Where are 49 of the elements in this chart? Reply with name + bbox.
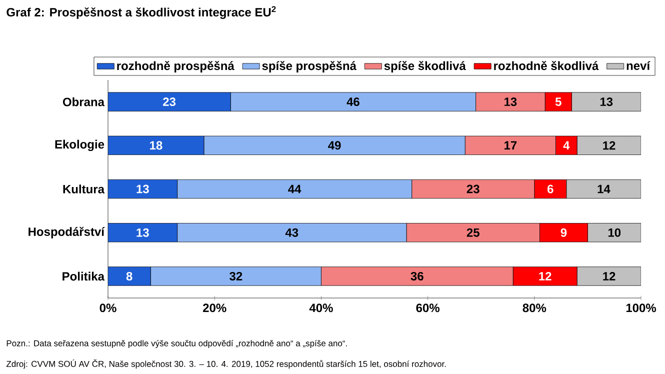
- data-label: 49: [328, 141, 341, 150]
- data-label: 12: [539, 272, 552, 280]
- chart-title: Graf 2: Prospěšnost a škodlivost integrace EU$^{2}$: [6, 6, 276, 19]
- data-label: 44: [288, 184, 302, 194]
- data-label: 23: [466, 184, 480, 194]
- x-tick-label: 80%: [522, 304, 546, 312]
- data-label: 13: [600, 98, 613, 106]
- data-label: 36: [410, 272, 424, 280]
- bar: [108, 223, 178, 242]
- y-tick-label: Kultura: [63, 184, 105, 194]
- legend-label: neví: [626, 61, 650, 70]
- data-label: 13: [504, 98, 517, 106]
- data-label: 10: [608, 228, 621, 237]
- data-label: 12: [603, 141, 616, 150]
- x-tick-label: 60%: [416, 304, 440, 312]
- data-label: 6: [547, 184, 554, 194]
- data-label: 46: [346, 98, 360, 106]
- data-label: 14: [598, 184, 610, 194]
- y-tick-label: Politika: [62, 272, 105, 281]
- legend-label: rozhodně škodlivá: [494, 61, 599, 70]
- data-label: 43: [285, 228, 298, 237]
- bar: [108, 92, 231, 112]
- data-label: 12: [603, 272, 616, 280]
- data-label: 4: [563, 141, 570, 150]
- x-tick-label: 40%: [309, 304, 333, 312]
- text: Zdroj: CVVM SOÚ AV ČR, Naše společnost 30. 3. – 10. 4. 2019, 1052 respondentů starších 15 let, osobní rozhovor.: [6, 359, 446, 369]
- x-tick-label: 0%: [100, 304, 116, 312]
- data-label: 13: [136, 184, 149, 194]
- data-label: 25: [466, 228, 480, 237]
- x-tick-label: 20%: [203, 304, 226, 312]
- data-label: 9: [560, 228, 567, 237]
- x-tick-label: 100%: [626, 304, 656, 312]
- bar: [108, 136, 204, 155]
- y-tick-label: Hospodářství: [28, 226, 105, 238]
- legend-label: rozhodně prospěšná: [117, 61, 234, 72]
- data-label: 13: [136, 228, 149, 237]
- data-label: 18: [150, 141, 162, 150]
- text: Pozn.: Data seřazena sestupně podle výše součtu odpovědí „rozhodně ano“ a „spíše ano“.: [6, 340, 347, 348]
- data-label: 32: [230, 272, 242, 280]
- data-label: 23: [163, 98, 176, 106]
- bar: [108, 179, 178, 199]
- y-tick-label: Obrana: [62, 97, 105, 106]
- legend-label: spíše škodlivá: [384, 61, 466, 72]
- legend-label: spíše prospěšná: [262, 61, 356, 72]
- data-label: 5: [555, 98, 562, 106]
- bar: [108, 266, 151, 286]
- data-label: 17: [504, 141, 517, 150]
- y-tick-label: Ekologie: [55, 140, 104, 152]
- data-label: 8: [126, 272, 132, 280]
